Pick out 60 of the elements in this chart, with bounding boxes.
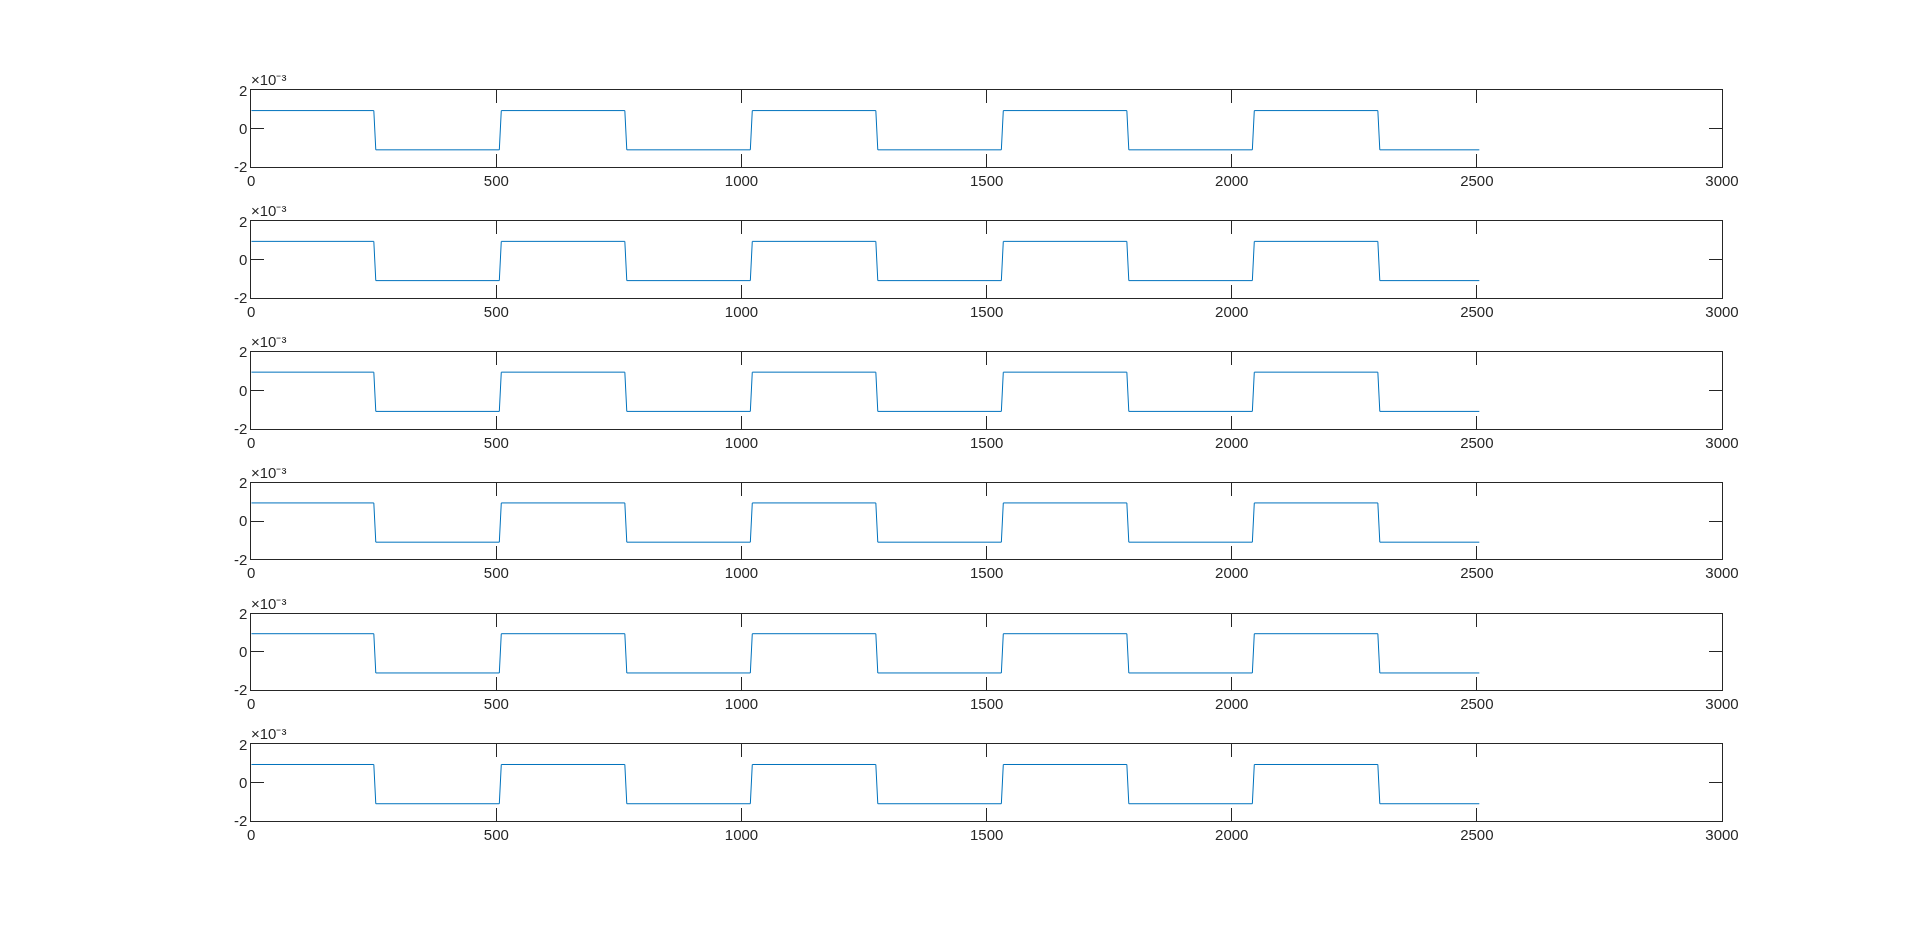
x-tick-label: 1000 bbox=[724, 695, 759, 713]
y-tick-label: 0 bbox=[238, 120, 248, 138]
y-tick-label: 0 bbox=[238, 643, 248, 661]
x-tick-label: 500 bbox=[483, 433, 509, 451]
x-tick-label: 500 bbox=[483, 302, 509, 320]
text: ×10⁻³ bbox=[251, 464, 287, 481]
x-tick-label: 1000 bbox=[724, 825, 759, 843]
x-tick-label: 1500 bbox=[969, 564, 1004, 582]
x-tick-label: 2000 bbox=[1215, 695, 1249, 713]
x-tick-label: 1500 bbox=[969, 695, 1004, 713]
x-tick-label: 3000 bbox=[1705, 564, 1739, 582]
x-tick-label: 1500 bbox=[969, 172, 1004, 190]
y-tick-label: -2 bbox=[233, 419, 248, 437]
x-tick-label: 500 bbox=[483, 695, 509, 713]
y-tick-label: 0 bbox=[238, 250, 248, 268]
y-tick-label: 2 bbox=[238, 604, 248, 622]
y-tick-label: -2 bbox=[233, 812, 248, 830]
y-tick-label: 2 bbox=[238, 474, 248, 492]
x-tick-label: 2000 bbox=[1215, 564, 1249, 582]
x-tick-label: 1000 bbox=[724, 564, 759, 582]
x-tick-label: 1500 bbox=[969, 825, 1004, 843]
x-tick-label: 3000 bbox=[1705, 433, 1739, 451]
text: ×10⁻³ bbox=[251, 333, 287, 350]
x-tick-label: 1500 bbox=[969, 433, 1004, 451]
x-tick-label: 500 bbox=[483, 825, 509, 843]
x-tick-label: 2000 bbox=[1215, 433, 1249, 451]
y-tick-label: 2 bbox=[238, 735, 248, 753]
y-tick-label: 2 bbox=[238, 343, 248, 361]
y-tick-label: 0 bbox=[238, 512, 248, 530]
x-tick-label: 3000 bbox=[1705, 172, 1739, 190]
x-tick-label: 500 bbox=[483, 172, 509, 190]
x-tick-label: 1000 bbox=[724, 172, 759, 190]
text: ×10⁻³ bbox=[251, 202, 287, 219]
y-tick-label: 0 bbox=[238, 381, 248, 399]
y-tick-label: 2 bbox=[238, 212, 248, 230]
x-tick-label: 3000 bbox=[1705, 302, 1739, 320]
x-tick-label: 1000 bbox=[724, 302, 759, 320]
x-tick-label: 2500 bbox=[1460, 695, 1494, 713]
x-tick-label: 2500 bbox=[1460, 433, 1494, 451]
x-tick-label: 2500 bbox=[1460, 564, 1494, 582]
x-tick-label: 3000 bbox=[1705, 825, 1739, 843]
x-tick-label: 3000 bbox=[1705, 695, 1739, 713]
x-tick-label: 500 bbox=[483, 564, 509, 582]
x-tick-label: 2500 bbox=[1460, 825, 1494, 843]
text: ×10⁻³ bbox=[251, 71, 287, 88]
x-tick-label: 1000 bbox=[724, 433, 759, 451]
x-tick-label: 2500 bbox=[1460, 302, 1494, 320]
y-tick-label: 2 bbox=[238, 81, 248, 99]
x-tick-label: 1500 bbox=[969, 302, 1004, 320]
y-tick-label: -2 bbox=[233, 158, 248, 176]
y-tick-label: -2 bbox=[233, 289, 248, 307]
text: ×10⁻³ bbox=[251, 725, 287, 742]
x-tick-label: 2500 bbox=[1460, 172, 1494, 190]
text: ×10⁻³ bbox=[251, 595, 287, 612]
x-tick-label: 2000 bbox=[1215, 302, 1249, 320]
y-tick-label: -2 bbox=[233, 681, 248, 699]
y-tick-label: -2 bbox=[233, 550, 248, 568]
x-tick-label: 2000 bbox=[1215, 825, 1249, 843]
x-tick-label: 2000 bbox=[1215, 172, 1249, 190]
y-tick-label: 0 bbox=[238, 773, 248, 791]
